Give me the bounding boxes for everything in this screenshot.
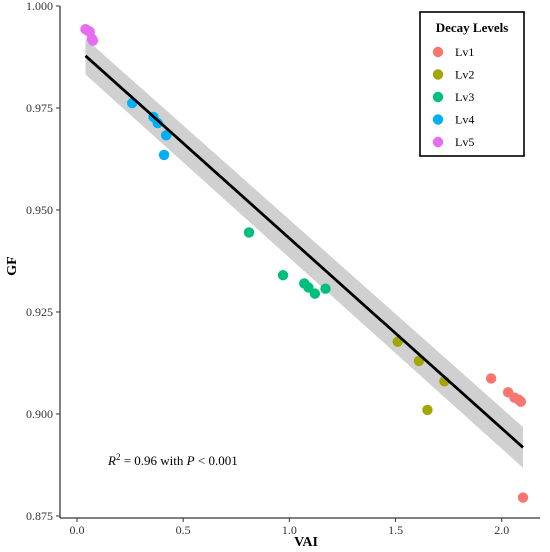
x-tick-label: 0.5 <box>176 523 191 537</box>
y-tick-label: 1.000 <box>26 0 53 13</box>
legend-label-lv1: Lv1 <box>455 45 474 59</box>
point-lv1 <box>515 396 527 407</box>
x-tick-label: 2.0 <box>494 523 509 537</box>
annotation-middle: = 0.96 with <box>120 453 186 468</box>
legend-key-lv1 <box>432 46 444 58</box>
legend-label-lv4: Lv4 <box>455 113 474 127</box>
point-lv4 <box>152 117 163 129</box>
y-tick-label: 0.950 <box>26 203 53 217</box>
x-tick-label: 1.0 <box>282 523 297 537</box>
x-tick-label: 1.5 <box>388 523 403 537</box>
legend-title: Decay Levels <box>436 20 509 35</box>
y-tick-label: 0.875 <box>26 509 53 523</box>
point-lv1 <box>517 492 529 503</box>
point-lv4 <box>160 130 172 141</box>
legend-box <box>419 11 525 157</box>
point-lv3 <box>277 270 289 281</box>
x-tick-label: 0.0 <box>69 523 84 537</box>
r-squared-annotation: R2 = 0.96 with P < 0.001 <box>107 452 238 468</box>
point-lv4 <box>158 149 170 161</box>
legend: Decay Levels Lv1 Lv2 Lv3 Lv4 Lv5 <box>419 11 525 157</box>
r-label: R <box>107 453 116 468</box>
legend-key-lv5 <box>432 136 444 148</box>
legend-key-lv4 <box>432 114 444 125</box>
regression-line <box>84 54 524 449</box>
annotation-end: < 0.001 <box>195 453 238 468</box>
point-lv1 <box>485 373 497 384</box>
point-lv2 <box>422 404 433 416</box>
y-axis-title: GF <box>5 256 20 275</box>
legend-label-lv3: Lv3 <box>455 90 474 104</box>
y-tick-label: 0.925 <box>26 305 53 319</box>
r-superscript: 2 <box>116 452 121 462</box>
legend-label-lv2: Lv2 <box>455 68 474 82</box>
y-tick-label: 0.975 <box>26 101 53 115</box>
p-label: P <box>186 453 195 468</box>
y-tick-label: 0.900 <box>26 407 53 421</box>
point-lv3 <box>309 288 321 299</box>
legend-key-lv3 <box>432 91 444 103</box>
legend-label-lv5: Lv5 <box>455 135 474 149</box>
point-lv3 <box>243 227 255 238</box>
x-axis-title: VAI <box>294 535 318 550</box>
point-lv3 <box>320 283 331 294</box>
legend-key-lv2 <box>432 69 444 80</box>
point-lv5 <box>87 35 99 46</box>
